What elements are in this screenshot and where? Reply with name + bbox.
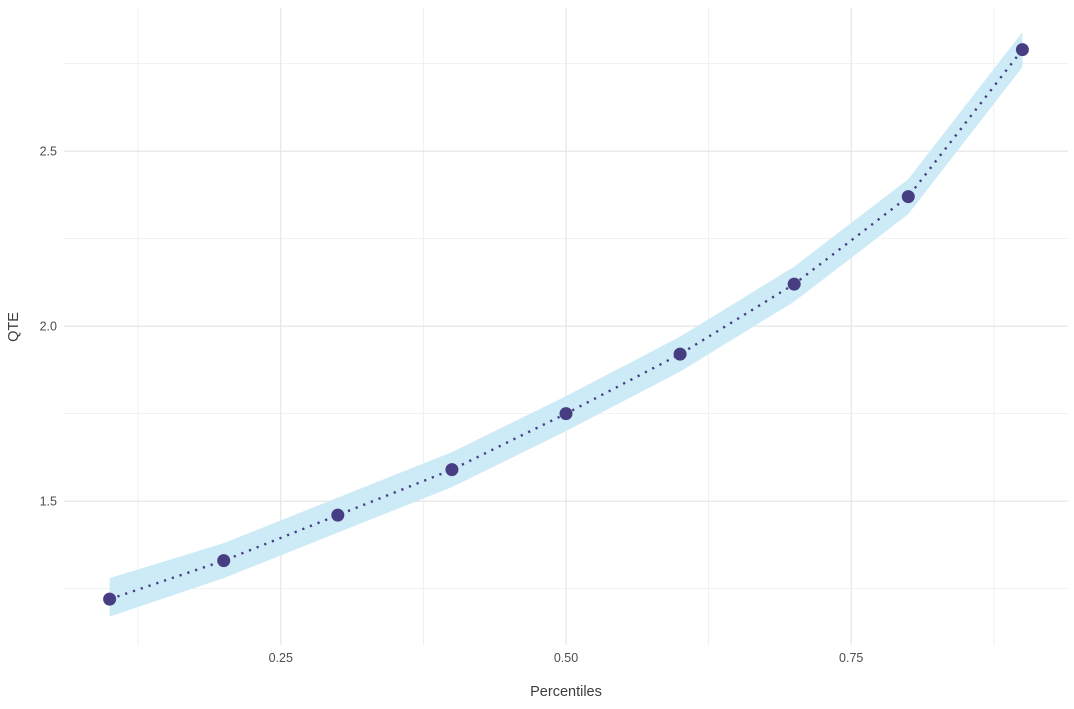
x-tick-label: 0.75 [839, 651, 863, 665]
data-point [673, 347, 687, 361]
data-point [331, 508, 345, 522]
y-tick-label: 2.5 [40, 145, 57, 159]
data-point [901, 190, 915, 204]
y-tick-label: 1.5 [40, 495, 57, 509]
data-point [559, 407, 573, 421]
data-point [787, 277, 801, 291]
data-point [103, 592, 117, 606]
x-tick-label: 0.25 [269, 651, 293, 665]
data-point [445, 463, 459, 477]
x-tick-label: 0.50 [554, 651, 578, 665]
confidence-ribbon [109, 32, 1023, 617]
y-axis-title: QTE [6, 312, 22, 342]
data-point [217, 554, 231, 568]
y-tick-label: 2.0 [40, 320, 57, 334]
x-axis-title: Percentiles [530, 684, 602, 700]
data-point [1015, 43, 1029, 57]
